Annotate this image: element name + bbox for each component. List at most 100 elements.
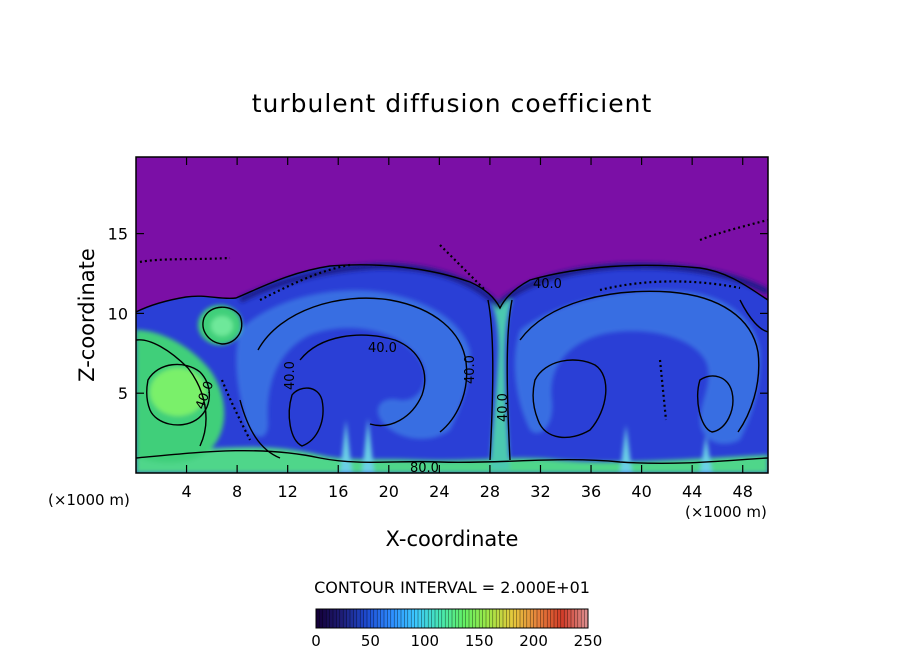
- y-axis-unit: (×1000 m): [48, 491, 130, 509]
- colorbar-cell: [540, 609, 545, 628]
- colorbar-cell: [448, 609, 453, 628]
- colorbar-cell: [445, 609, 450, 628]
- x-tick-label: 48: [733, 482, 753, 501]
- contour-upper-vortex: [202, 306, 243, 345]
- colorbar-cell: [363, 609, 368, 628]
- upper-vortex-core: [211, 316, 233, 336]
- colorbar-cell: [418, 609, 422, 628]
- colorbar-cell: [322, 609, 327, 628]
- contour-dots: [139, 218, 768, 441]
- x-tick-label: 12: [278, 482, 298, 501]
- dots-interface-left: [259, 263, 351, 301]
- contour-label: 80.0: [410, 461, 439, 476]
- colorbar-cell: [428, 609, 433, 628]
- y-axis-ticks: 5 10 15: [108, 225, 768, 403]
- colorbar-cell: [530, 609, 535, 628]
- colorbar-cell: [523, 609, 528, 628]
- colorbar-cell: [496, 609, 501, 628]
- x-axis-ticks: 4 8 12 16 20 24 28 32 36 40 44 48: [181, 157, 753, 501]
- contour-label: 40.0: [533, 277, 562, 292]
- colorbar-cell: [336, 609, 341, 628]
- contour-right-edge: [739, 299, 768, 333]
- colorbar-cell: [319, 609, 324, 628]
- dots-upper-right: [699, 218, 768, 242]
- x-tick-label: 4: [181, 482, 191, 501]
- colorbar-cell: [353, 609, 358, 628]
- colorbar-cell: [373, 609, 378, 628]
- central-plume: [490, 300, 512, 470]
- colorbar-cell: [346, 609, 351, 628]
- colorbar-cell: [333, 609, 337, 628]
- column-18: [362, 418, 374, 473]
- x-axis-label: X-coordinate: [386, 527, 519, 551]
- x-tick-label: 24: [429, 482, 449, 501]
- colorbar-cell: [407, 609, 412, 628]
- colorbar-cell: [458, 609, 463, 628]
- colorbar-cell: [584, 609, 589, 628]
- colorbar-cell: [387, 609, 392, 628]
- column-44: [700, 435, 712, 473]
- colorbar-cell: [452, 609, 456, 628]
- colorbar-cell: [397, 609, 402, 628]
- contour-interval-text: CONTOUR INTERVAL = 2.000E+01: [314, 578, 590, 597]
- colorbar-cell: [339, 609, 344, 628]
- colorbar-cell: [394, 609, 399, 628]
- dots-plume-top: [439, 244, 486, 291]
- colorbar-cell: [404, 609, 409, 628]
- colorbar-cell: [577, 609, 582, 628]
- colorbar-cell: [543, 609, 548, 628]
- colorbar-cell: [472, 609, 477, 628]
- dots-diagonal-left: [220, 379, 251, 441]
- colorbar-cell: [343, 609, 348, 628]
- x-tick-label: 20: [379, 482, 399, 501]
- colorbar-cell: [435, 609, 439, 628]
- contour-lower-left: [239, 399, 281, 459]
- colorbar-cell: [421, 609, 426, 628]
- colorbar-tick-label: 50: [361, 632, 380, 650]
- colorbar-tick-label: 100: [410, 632, 439, 650]
- colorbar-cell: [520, 609, 524, 628]
- colorbar-cell: [489, 609, 494, 628]
- contour-right-inner: [532, 359, 607, 439]
- colorbar-tick-label: 200: [519, 632, 548, 650]
- colorbar-cell: [411, 609, 416, 628]
- colorbar-tick-label: 0: [311, 632, 321, 650]
- colorbar-cell: [465, 609, 470, 628]
- contour-right-core: [696, 375, 734, 433]
- y-axis-label: Z-coordinate: [75, 248, 99, 382]
- contour-boundary: [136, 264, 768, 313]
- colorbar-cell: [479, 609, 484, 628]
- colorbar-cell: [431, 609, 436, 628]
- colorbar-cell: [482, 609, 487, 628]
- column-36: [620, 425, 632, 473]
- colorbar-ticks: 0 50 100 150 200 250: [311, 632, 602, 650]
- colorbar-cell: [567, 609, 572, 628]
- colorbar-cell: [329, 609, 334, 628]
- x-tick-label: 8: [232, 482, 242, 501]
- colorbar-cell: [526, 609, 531, 628]
- colorbar-cell: [581, 609, 586, 628]
- colorbar-cell: [547, 609, 552, 628]
- colorbar-cell: [384, 609, 388, 628]
- x-tick-label: 32: [530, 482, 550, 501]
- contour-edge-left: [136, 339, 207, 447]
- x-tick-label: 28: [480, 482, 500, 501]
- colorbar-cell: [533, 609, 538, 628]
- colorbar-cell: [370, 609, 375, 628]
- colorbar-cell: [401, 609, 405, 628]
- colorbar-tick-label: 250: [574, 632, 603, 650]
- colorbar-cell: [486, 609, 490, 628]
- dots-right-cell: [658, 359, 668, 421]
- mid-band-left: [236, 290, 471, 440]
- plot-area: 40.0 40.0 40.0 40.0 40.0 40.0 80.0: [136, 157, 768, 476]
- colorbar-cell: [377, 609, 382, 628]
- contour-lines: [136, 264, 768, 465]
- left-vortex-core: [150, 368, 206, 416]
- colorbar-cell: [316, 609, 320, 628]
- y-tick-label: 15: [108, 225, 128, 244]
- x-tick-label: 16: [328, 482, 348, 501]
- contour-right-cell: [519, 290, 760, 433]
- colorbar-cell: [438, 609, 443, 628]
- contour-label: 40.0: [463, 355, 478, 384]
